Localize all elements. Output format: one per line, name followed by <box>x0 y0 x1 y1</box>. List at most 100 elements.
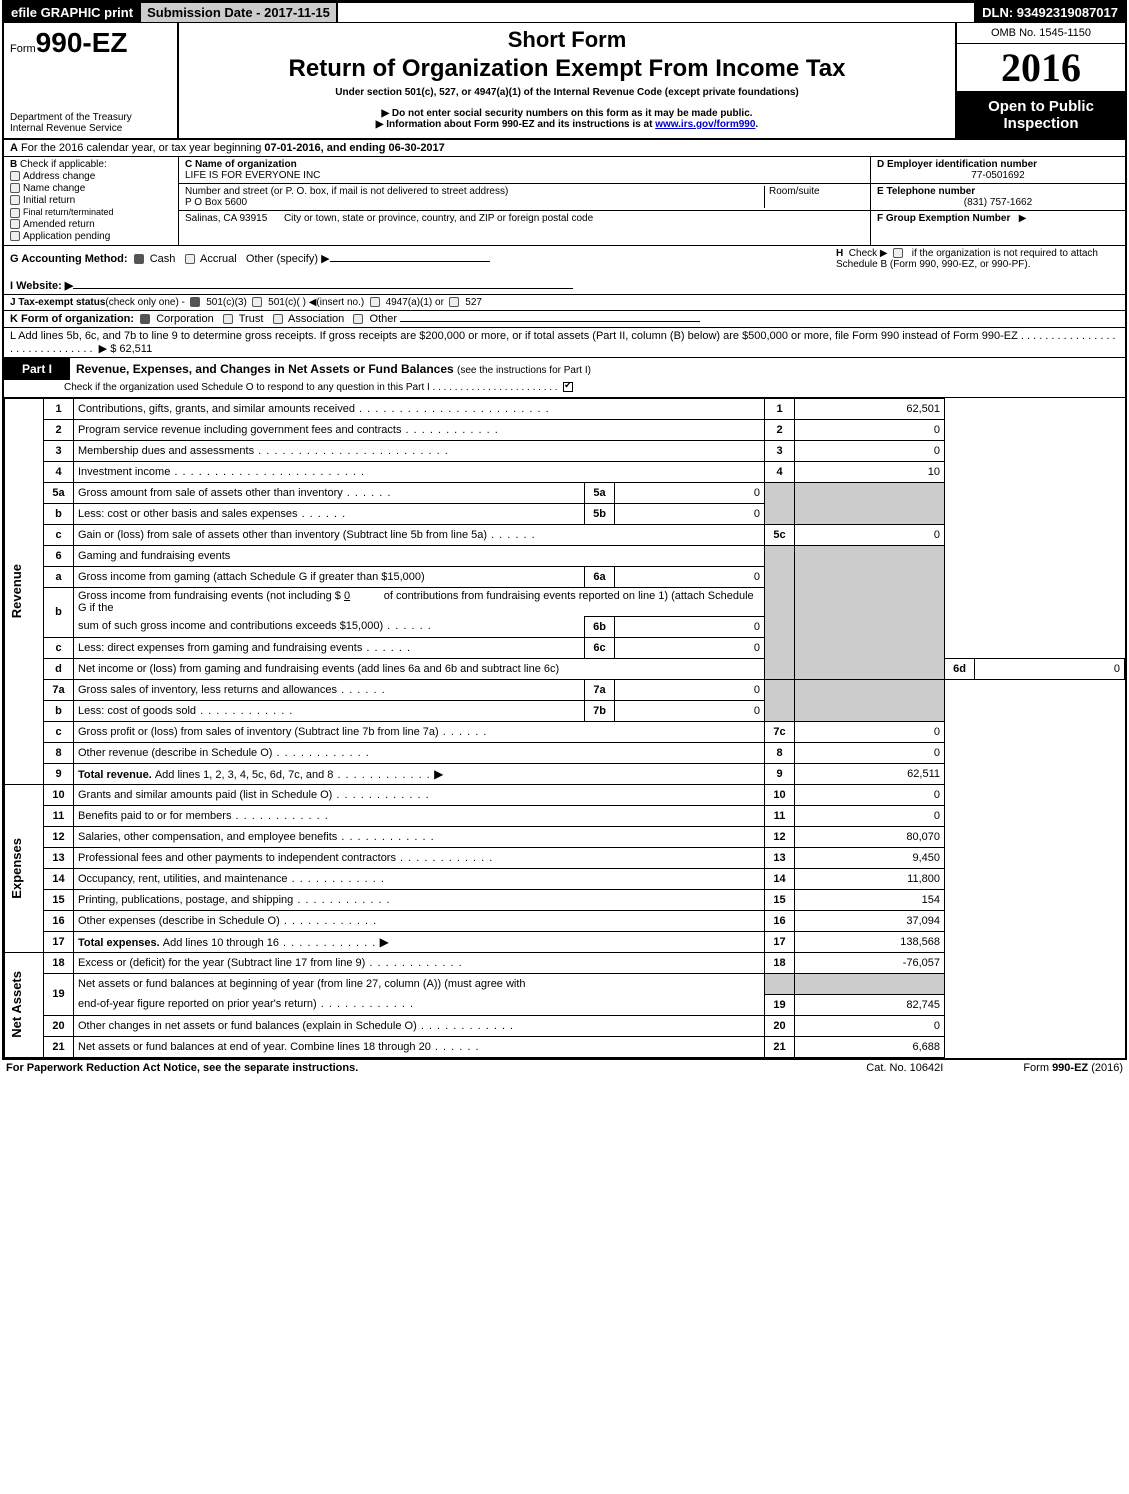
desc-21-text: Net assets or fund balances at end of ye… <box>78 1041 431 1053</box>
line-12: 12 Salaries, other compensation, and emp… <box>5 826 1125 847</box>
org-name-label: C Name of organization <box>185 159 297 170</box>
chk-amended-return[interactable]: Amended return <box>10 219 172 230</box>
footer-right: Form 990-EZ (2016) <box>1023 1062 1123 1074</box>
ln-5a: 5a <box>44 482 74 503</box>
ln-17: 17 <box>44 931 74 952</box>
chk-527[interactable] <box>449 297 459 307</box>
form-number: Form990-EZ <box>10 27 171 59</box>
ln-12: 12 <box>44 826 74 847</box>
chk-cash[interactable] <box>134 254 144 264</box>
sub-6a: 6a <box>585 566 615 587</box>
line-14: 14 Occupancy, rent, utilities, and maint… <box>5 868 1125 889</box>
desc-15: Printing, publications, postage, and shi… <box>74 889 765 910</box>
other-org-input[interactable] <box>400 321 700 322</box>
omb-number: OMB No. 1545-1150 <box>957 23 1125 44</box>
department: Department of the Treasury Internal Reve… <box>10 112 171 134</box>
desc-13-text: Professional fees and other payments to … <box>78 852 396 864</box>
section-k: K Form of organization: Corporation Trus… <box>4 311 1125 328</box>
part-i-check-text: Check if the organization used Schedule … <box>64 382 558 393</box>
chk-final-return[interactable]: Final return/terminated <box>10 207 172 218</box>
chk-application-pending-label: Application pending <box>23 231 110 242</box>
ssn-warning: ▶ Do not enter social security numbers o… <box>185 108 949 119</box>
desc-6a: Gross income from gaming (attach Schedul… <box>74 566 585 587</box>
val-12: 80,070 <box>795 826 945 847</box>
desc-6b-pre: Gross income from fundraising events (no… <box>74 587 765 616</box>
submission-date: Submission Date - 2017-11-15 <box>140 2 337 23</box>
open-to-public: Open to Public Inspection <box>957 92 1125 138</box>
desc-5b: Less: cost or other basis and sales expe… <box>74 503 585 524</box>
info-pre: ▶ Information about Form 990-EZ and its … <box>376 119 655 130</box>
org-street-row: Number and street (or P. O. box, if mail… <box>179 184 870 211</box>
other-specify-input[interactable] <box>330 261 490 262</box>
line-1: Revenue 1 Contributions, gifts, grants, … <box>5 398 1125 419</box>
desc-17: Total expenses. Add lines 10 through 16 <box>74 931 765 952</box>
val-11: 0 <box>795 805 945 826</box>
l-arrow: ▶ <box>99 343 107 355</box>
website-input[interactable] <box>73 288 573 289</box>
subval-6b: 0 <box>615 616 765 637</box>
opt-corporation: Corporation <box>156 313 213 325</box>
chk-initial-return[interactable]: Initial return <box>10 195 172 206</box>
num-6d: 6d <box>945 658 975 679</box>
chk-501c[interactable] <box>252 297 262 307</box>
desc-18-text: Excess or (deficit) for the year (Subtra… <box>78 957 365 969</box>
ln-6: 6 <box>44 545 74 566</box>
sub-7b: 7b <box>585 700 615 721</box>
chk-association[interactable] <box>273 314 283 324</box>
line-11: 11 Benefits paid to or for members 11 0 <box>5 805 1125 826</box>
desc-8: Other revenue (describe in Schedule O) <box>74 742 765 763</box>
cal-begin: 07-01-2016 <box>264 142 320 154</box>
l-text: L Add lines 5b, 6c, and 7b to line 9 to … <box>10 330 1116 355</box>
ln-6b: b <box>44 587 74 637</box>
num-8: 8 <box>765 742 795 763</box>
num-13: 13 <box>765 847 795 868</box>
chk-name-change[interactable]: Name change <box>10 183 172 194</box>
num-10: 10 <box>765 784 795 805</box>
chk-trust[interactable] <box>223 314 233 324</box>
chk-4947[interactable] <box>370 297 380 307</box>
chk-application-pending[interactable]: Application pending <box>10 231 172 242</box>
chk-schedule-o[interactable] <box>563 382 573 392</box>
ln-5c: c <box>44 524 74 545</box>
desc-2-text: Program service revenue including govern… <box>78 424 401 436</box>
chk-other[interactable] <box>353 314 363 324</box>
section-h: H Check ▶ if the organization is not req… <box>830 246 1125 294</box>
chk-accrual[interactable] <box>185 254 195 264</box>
desc-5c-text: Gain or (loss) from sale of assets other… <box>78 529 487 541</box>
ln-1: 1 <box>44 398 74 419</box>
irs-link[interactable]: www.irs.gov/form990 <box>655 119 755 130</box>
chk-schedule-b[interactable] <box>893 248 903 258</box>
section-b: B Check if applicable: Address change Na… <box>4 157 179 245</box>
desc-5a: Gross amount from sale of assets other t… <box>74 482 585 503</box>
chk-501c3[interactable] <box>190 297 200 307</box>
dln-badge: DLN: 93492319087017 <box>975 2 1125 23</box>
val-7c: 0 <box>795 721 945 742</box>
num-9: 9 <box>765 763 795 784</box>
title-right: OMB No. 1545-1150 2016 Open to Public In… <box>955 23 1125 138</box>
org-name-row: C Name of organization LIFE IS FOR EVERY… <box>179 157 870 184</box>
opt-4947: 4947(a)(1) or <box>386 297 444 308</box>
side-revenue-label: Revenue <box>9 564 24 618</box>
num-20: 20 <box>765 1015 795 1036</box>
chk-corporation[interactable] <box>140 314 150 324</box>
desc-5c: Gain or (loss) from sale of assets other… <box>74 524 765 545</box>
form-container: efile GRAPHIC print Submission Date - 20… <box>2 0 1127 1060</box>
footer-right-form: 990-EZ <box>1052 1062 1088 1074</box>
side-netassets-label: Net Assets <box>9 971 24 1038</box>
info-line: ▶ Information about Form 990-EZ and its … <box>185 119 949 130</box>
section-e: E Telephone number (831) 757-1662 <box>871 184 1125 211</box>
ln-6c: c <box>44 637 74 658</box>
desc-21: Net assets or fund balances at end of ye… <box>74 1036 765 1057</box>
desc-13: Professional fees and other payments to … <box>74 847 765 868</box>
ln-2: 2 <box>44 419 74 440</box>
section-a-row: A For the 2016 calendar year, or tax yea… <box>4 140 1125 157</box>
num-11: 11 <box>765 805 795 826</box>
num-14: 14 <box>765 868 795 889</box>
desc-6: Gaming and fundraising events <box>74 545 765 566</box>
desc-11: Benefits paid to or for members <box>74 805 765 826</box>
chk-address-change[interactable]: Address change <box>10 171 172 182</box>
org-city-row: Salinas, CA 93915 City or town, state or… <box>179 211 870 226</box>
check-applicable: Check if applicable: <box>20 159 107 170</box>
section-c: C Name of organization LIFE IS FOR EVERY… <box>179 157 870 245</box>
desc-10-text: Grants and similar amounts paid (list in… <box>78 789 332 801</box>
